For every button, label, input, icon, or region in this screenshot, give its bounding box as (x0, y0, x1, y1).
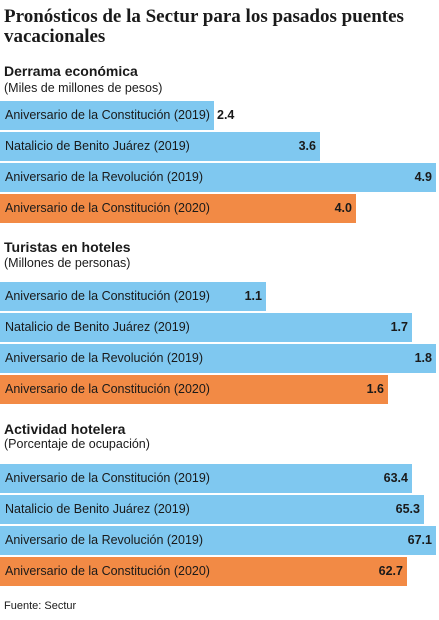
panel-title: Actividad hotelera (4, 421, 126, 437)
bar-category-label: Natalicio de Benito Juárez (2019) (5, 502, 190, 516)
bar-value-label: 1.7 (390, 320, 408, 334)
bar-value-label: 2.4 (217, 108, 235, 122)
bar-value-label: 1.6 (366, 382, 384, 396)
bar-category-label: Natalicio de Benito Juárez (2019) (5, 320, 190, 334)
bar-group: Aniversario de la Constitución (2019) 63.… (0, 464, 439, 588)
bar-group: Aniversario de la Constitución (2019) 2.4… (0, 101, 439, 225)
source-note: Fuente: Sectur (4, 600, 77, 612)
bar-category-label: Aniversario de la Constitución (2019) (5, 108, 210, 122)
bar-value-label: 67.1 (407, 533, 432, 547)
bar-value-label: 3.6 (298, 139, 316, 153)
chart-title: Pronósticos de la Sectur para los pasado… (4, 6, 404, 47)
bar-category-label: Aniversario de la Revolución (2019) (5, 533, 204, 547)
bar: Aniversario de la Revolución (2019) (0, 163, 436, 192)
bar-category-label: Aniversario de la Constitución (2019) (5, 471, 210, 485)
bar-category-label: Aniversario de la Constitución (2020) (5, 201, 210, 215)
bar: Aniversario de la Revolución (2019) (0, 344, 436, 373)
panel-title: Derrama económica (4, 63, 138, 79)
bar-value-label: 1.8 (414, 351, 432, 365)
bar-category-label: Aniversario de la Revolución (2019) (5, 351, 204, 365)
bar: Aniversario de la Constitución (2020) (0, 557, 407, 586)
bar: Natalicio de Benito Juárez (2019) (0, 313, 412, 342)
bar-category-label: Aniversario de la Constitución (2020) (5, 564, 210, 578)
bar: Natalicio de Benito Juárez (2019) (0, 132, 320, 161)
bar-category-label: Aniversario de la Revolución (2019) (5, 170, 204, 184)
panel-subtitle: (Porcentaje de ocupación) (4, 437, 150, 451)
bar: Aniversario de la Constitución (2019) (0, 282, 266, 311)
bar-value-label: 62.7 (378, 564, 403, 578)
bar-group: Aniversario de la Constitución (2019) 1.1… (0, 282, 439, 406)
bar-value-label: 63.4 (383, 471, 408, 485)
bar: Aniversario de la Constitución (2020) (0, 375, 388, 404)
bar: Natalicio de Benito Juárez (2019) (0, 495, 424, 524)
bar-value-label: 65.3 (395, 502, 420, 516)
bar: Aniversario de la Constitución (2019) (0, 101, 214, 130)
bar: Aniversario de la Revolución (2019) (0, 526, 436, 555)
bar-category-label: Aniversario de la Constitución (2020) (5, 382, 210, 396)
bar: Aniversario de la Constitución (2019) (0, 464, 412, 493)
bar-category-label: Natalicio de Benito Juárez (2019) (5, 139, 190, 153)
bar-value-label: 1.1 (244, 289, 262, 303)
bar-value-label: 4.0 (334, 201, 352, 215)
bar-value-label: 4.9 (414, 170, 432, 184)
panel-title: Turistas en hoteles (4, 239, 131, 255)
panel-subtitle: (Millones de personas) (4, 256, 131, 270)
panel-subtitle: (Miles de millones de pesos) (4, 81, 163, 95)
bar-category-label: Aniversario de la Constitución (2019) (5, 289, 210, 303)
bar: Aniversario de la Constitución (2020) (0, 194, 356, 223)
